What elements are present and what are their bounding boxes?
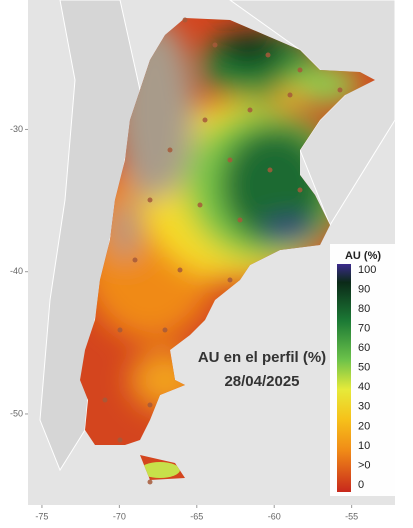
map-date: 28/04/2025 [224, 373, 299, 390]
x-tick-label: -65 [190, 511, 203, 521]
x-tick-label: -55 [345, 511, 358, 521]
legend-label: 70 [358, 323, 370, 335]
legend-label: 0 [358, 479, 364, 491]
x-tick-label: -70 [113, 511, 126, 521]
y-tick-label: -40 [10, 266, 23, 276]
x-tick-label: -60 [268, 511, 281, 521]
x-tick-label: -75 [35, 511, 48, 521]
legend-label: >0 [358, 459, 371, 471]
legend-label: 10 [358, 440, 370, 452]
legend-label: 80 [358, 303, 370, 315]
legend-label: 50 [358, 362, 370, 374]
legend-title: AU (%) [345, 250, 381, 262]
colorbar [337, 264, 351, 492]
legend-label: 20 [358, 420, 370, 432]
legend-label: 90 [358, 283, 370, 295]
y-tick-label: -50 [10, 408, 23, 418]
stations [102, 17, 343, 485]
legend-label: 40 [358, 381, 370, 393]
y-tick-label: -30 [10, 124, 23, 134]
map-title: AU en el perfil (%) [198, 349, 326, 366]
legend-label: 60 [358, 342, 370, 354]
legend-label: 100 [358, 264, 376, 276]
legend-label: 30 [358, 401, 370, 413]
